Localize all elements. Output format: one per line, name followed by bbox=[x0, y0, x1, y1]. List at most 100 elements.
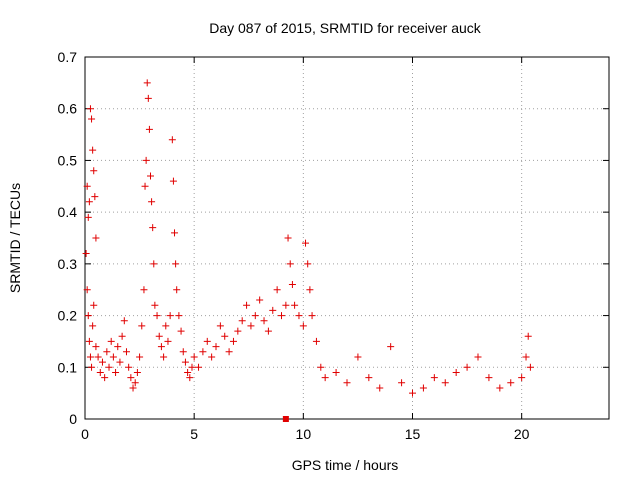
x-tick-label: 15 bbox=[405, 426, 421, 442]
data-point bbox=[144, 94, 152, 102]
data-point bbox=[103, 348, 111, 356]
data-point bbox=[142, 156, 150, 164]
data-point bbox=[88, 115, 96, 123]
data-point bbox=[343, 379, 351, 387]
data-point bbox=[177, 327, 185, 335]
data-point bbox=[216, 322, 224, 330]
data-point bbox=[85, 337, 93, 345]
data-point bbox=[208, 353, 216, 361]
data-point bbox=[138, 322, 146, 330]
data-point bbox=[184, 368, 192, 376]
data-point bbox=[203, 337, 211, 345]
data-point bbox=[107, 337, 115, 345]
data-point bbox=[430, 374, 438, 382]
data-point bbox=[463, 363, 471, 371]
data-point bbox=[286, 260, 294, 268]
data-point bbox=[306, 286, 314, 294]
data-point bbox=[291, 301, 299, 309]
data-point bbox=[354, 353, 362, 361]
x-tick-label: 5 bbox=[190, 426, 198, 442]
data-point bbox=[299, 322, 307, 330]
data-point bbox=[308, 312, 316, 320]
data-point bbox=[160, 353, 168, 361]
data-point bbox=[238, 317, 246, 325]
data-point bbox=[118, 332, 126, 340]
x-axis-label: GPS time / hours bbox=[292, 457, 399, 473]
plot-frame bbox=[84, 56, 610, 420]
data-point bbox=[302, 239, 310, 247]
y-tick-label: 0 bbox=[69, 411, 77, 427]
data-point bbox=[321, 374, 329, 382]
data-point bbox=[98, 358, 106, 366]
data-point bbox=[264, 327, 272, 335]
data-point bbox=[409, 389, 416, 397]
data-point bbox=[140, 286, 148, 294]
data-point bbox=[90, 301, 98, 309]
data-point bbox=[243, 301, 251, 309]
data-point bbox=[112, 368, 120, 376]
data-point bbox=[101, 374, 109, 382]
data-point bbox=[387, 343, 395, 351]
y-axis-label: SRMTID / TECUs bbox=[7, 183, 23, 293]
data-point bbox=[398, 379, 406, 387]
data-point bbox=[229, 337, 237, 345]
data-point bbox=[168, 136, 176, 144]
data-point bbox=[172, 260, 180, 268]
data-point bbox=[190, 353, 198, 361]
data-point bbox=[376, 384, 384, 392]
data-point bbox=[441, 379, 449, 387]
data-point bbox=[116, 358, 124, 366]
data-point bbox=[166, 312, 174, 320]
data-point bbox=[162, 322, 170, 330]
data-point bbox=[282, 301, 290, 309]
data-point bbox=[155, 332, 163, 340]
data-point bbox=[273, 286, 281, 294]
data-point bbox=[141, 182, 149, 190]
data-point bbox=[175, 312, 183, 320]
data-point bbox=[260, 317, 268, 325]
x-tick-label: 20 bbox=[514, 426, 530, 442]
data-points bbox=[82, 79, 534, 422]
data-point bbox=[234, 327, 242, 335]
data-point bbox=[114, 343, 122, 351]
data-point bbox=[221, 332, 229, 340]
data-point bbox=[86, 353, 94, 361]
data-point bbox=[82, 250, 90, 258]
data-point bbox=[120, 317, 128, 325]
data-point bbox=[148, 198, 156, 206]
data-point bbox=[304, 260, 312, 268]
data-point bbox=[151, 301, 159, 309]
data-point bbox=[195, 363, 203, 371]
data-point bbox=[518, 374, 526, 382]
x-tick-label: 0 bbox=[81, 426, 89, 442]
data-point bbox=[212, 343, 220, 351]
data-point bbox=[496, 384, 504, 392]
data-point bbox=[145, 125, 153, 133]
y-tick-label: 0.3 bbox=[58, 256, 78, 272]
data-point bbox=[133, 368, 141, 376]
data-point bbox=[84, 312, 92, 320]
data-point bbox=[247, 322, 255, 330]
data-point bbox=[507, 379, 515, 387]
data-point bbox=[86, 105, 94, 113]
data-point bbox=[173, 286, 181, 294]
data-point bbox=[150, 260, 158, 268]
data-point bbox=[188, 363, 196, 371]
data-point bbox=[88, 363, 96, 371]
y-tick-label: 0.5 bbox=[58, 152, 78, 168]
data-point bbox=[109, 353, 117, 361]
data-point bbox=[92, 343, 100, 351]
data-point bbox=[127, 374, 135, 382]
y-tick-label: 0.4 bbox=[58, 204, 78, 220]
data-point bbox=[332, 368, 340, 376]
data-point bbox=[181, 358, 189, 366]
data-point bbox=[526, 363, 534, 371]
data-point bbox=[164, 337, 172, 345]
data-point bbox=[153, 312, 161, 320]
data-point bbox=[85, 198, 93, 206]
data-point bbox=[129, 384, 137, 392]
data-point bbox=[83, 286, 91, 294]
data-point bbox=[136, 353, 144, 361]
data-point bbox=[419, 384, 427, 392]
